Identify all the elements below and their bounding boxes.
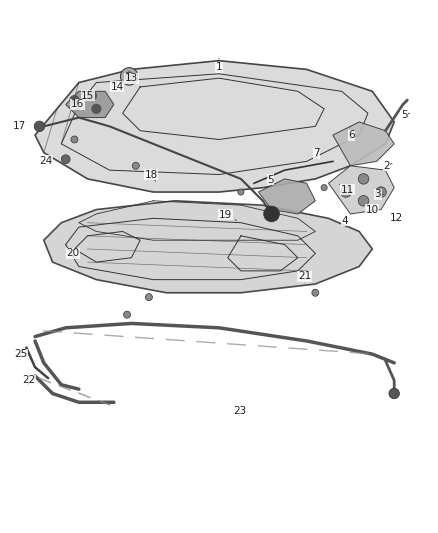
Text: 15: 15 bbox=[81, 91, 94, 101]
Text: 18: 18 bbox=[145, 169, 158, 181]
Circle shape bbox=[145, 294, 152, 301]
Circle shape bbox=[238, 189, 244, 195]
Circle shape bbox=[264, 206, 279, 222]
Text: 20: 20 bbox=[67, 248, 80, 259]
Circle shape bbox=[376, 187, 386, 197]
Circle shape bbox=[124, 311, 131, 318]
Text: 5: 5 bbox=[267, 175, 274, 185]
Circle shape bbox=[88, 91, 96, 100]
Polygon shape bbox=[66, 91, 114, 118]
Text: 14: 14 bbox=[110, 82, 124, 92]
Text: 25: 25 bbox=[14, 349, 27, 359]
Text: 4: 4 bbox=[342, 215, 348, 227]
Circle shape bbox=[132, 162, 139, 169]
Circle shape bbox=[321, 184, 327, 191]
Text: 24: 24 bbox=[39, 156, 53, 166]
Text: 1: 1 bbox=[215, 59, 223, 72]
Circle shape bbox=[71, 136, 78, 143]
Text: 2: 2 bbox=[383, 161, 392, 171]
Circle shape bbox=[92, 104, 101, 113]
Polygon shape bbox=[333, 122, 394, 166]
Text: 13: 13 bbox=[125, 71, 138, 83]
Text: 12: 12 bbox=[390, 213, 403, 223]
Text: 7: 7 bbox=[313, 149, 320, 158]
Polygon shape bbox=[328, 166, 394, 214]
Text: 11: 11 bbox=[339, 184, 354, 195]
Text: 19: 19 bbox=[219, 210, 237, 221]
Text: 6: 6 bbox=[348, 126, 355, 140]
Text: 5: 5 bbox=[401, 110, 410, 120]
Circle shape bbox=[125, 72, 134, 81]
Circle shape bbox=[358, 174, 369, 184]
Polygon shape bbox=[44, 201, 372, 293]
Text: 21: 21 bbox=[298, 271, 311, 282]
Text: 23: 23 bbox=[233, 406, 247, 416]
Circle shape bbox=[70, 96, 79, 104]
Circle shape bbox=[61, 155, 70, 164]
Polygon shape bbox=[35, 61, 394, 192]
Text: 16: 16 bbox=[71, 100, 84, 109]
Circle shape bbox=[34, 121, 45, 132]
Circle shape bbox=[389, 388, 399, 399]
Circle shape bbox=[358, 196, 369, 206]
Text: 17: 17 bbox=[13, 121, 26, 131]
Circle shape bbox=[312, 289, 319, 296]
Text: 22: 22 bbox=[22, 375, 35, 386]
Text: 3: 3 bbox=[374, 189, 383, 199]
Circle shape bbox=[120, 68, 138, 85]
Text: 10: 10 bbox=[366, 205, 379, 215]
Circle shape bbox=[341, 187, 351, 197]
Polygon shape bbox=[258, 179, 315, 214]
